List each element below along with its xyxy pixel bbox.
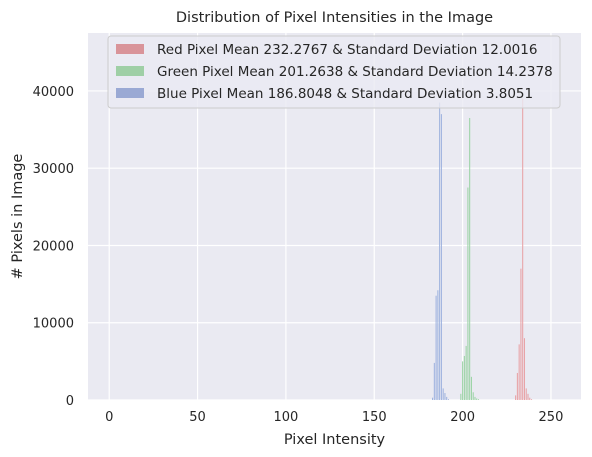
y-axis-label: # Pixels in Image — [10, 154, 26, 280]
legend-label-red: Red Pixel Mean 232.2767 & Standard Devia… — [157, 42, 537, 58]
x-tick-label: 0 — [105, 410, 113, 425]
histogram-bar-green — [476, 398, 478, 400]
histogram-bar-blue — [442, 388, 444, 400]
histogram-bar-red — [530, 399, 533, 400]
histogram-bar-green — [474, 396, 476, 400]
histogram-bar-red — [529, 397, 531, 400]
histogram-bar-green — [462, 361, 464, 400]
histogram-bar-red — [515, 395, 517, 400]
histogram-bar-red — [522, 98, 524, 401]
legend-label-blue: Blue Pixel Mean 186.8048 & Standard Devi… — [157, 86, 533, 102]
x-tick-label: 200 — [450, 410, 475, 425]
legend-box — [107, 35, 561, 109]
x-tick-label: 100 — [273, 410, 298, 425]
histogram-bar-red — [516, 372, 518, 400]
y-tick-label: 30000 — [33, 162, 74, 177]
histogram-bar-blue — [435, 295, 437, 400]
y-tick-label: 0 — [66, 394, 74, 409]
histogram-bar-green — [469, 117, 471, 400]
histogram-bar-blue — [433, 362, 435, 400]
x-tick-label: 150 — [362, 410, 387, 425]
histogram-bar-red — [518, 344, 520, 400]
legend: Red Pixel Mean 232.2767 & Standard Devia… — [107, 35, 561, 109]
y-tick-label: 20000 — [33, 239, 74, 254]
histogram-bar-green — [465, 345, 467, 400]
histogram-bar-red — [523, 338, 525, 400]
x-tick-label: 250 — [539, 410, 564, 425]
x-axis-label: Pixel Intensity — [284, 432, 386, 448]
legend-swatch-blue — [116, 88, 144, 98]
y-tick-label: 10000 — [33, 317, 74, 332]
histogram-bar-green — [460, 393, 462, 400]
histogram-bar-red — [525, 388, 527, 400]
y-tick-labels: 0 10000 20000 30000 40000 — [33, 85, 74, 409]
histogram-bar-red — [527, 393, 529, 400]
histogram-bar-green — [472, 392, 474, 400]
histogram-bar-blue — [437, 290, 439, 400]
legend-swatch-green — [116, 66, 144, 76]
x-tick-label: 50 — [189, 410, 206, 425]
histogram-bar-blue — [446, 396, 448, 400]
histogram-bar-blue — [447, 399, 450, 400]
y-tick-label: 40000 — [33, 85, 74, 100]
histogram-bar-blue — [439, 102, 441, 401]
histogram-bar-blue — [432, 397, 434, 400]
chart-title: Distribution of Pixel Intensities in the… — [176, 10, 493, 26]
histogram-bar-blue — [440, 114, 442, 400]
histogram-bar-red — [520, 268, 522, 400]
legend-swatch-red — [116, 44, 144, 54]
histogram-bar-green — [477, 399, 480, 400]
histogram-bar-green — [467, 187, 469, 400]
histogram-bar-green — [470, 376, 472, 400]
histogram-bars — [432, 98, 533, 401]
histogram-bar-blue — [444, 393, 446, 400]
legend-label-green: Green Pixel Mean 201.2638 & Standard Dev… — [157, 64, 553, 80]
x-tick-labels: 0 50 100 150 200 250 — [105, 410, 563, 425]
histogram-bar-green — [463, 355, 465, 400]
